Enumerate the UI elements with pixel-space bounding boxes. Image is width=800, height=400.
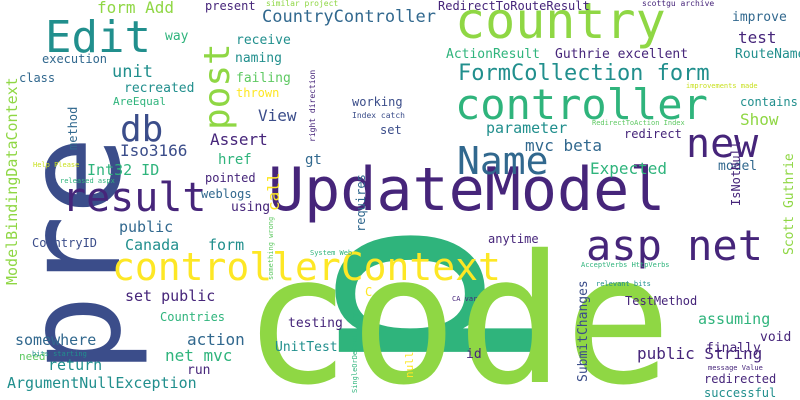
cloud-word: RedirectToRouteResult bbox=[438, 0, 590, 13]
cloud-word: code bbox=[243, 217, 672, 400]
cloud-word: relevant bits bbox=[596, 280, 651, 288]
cloud-word: test bbox=[738, 28, 777, 47]
cloud-word: scottgu archive bbox=[642, 0, 715, 8]
cloud-word: something wrong bbox=[267, 216, 275, 280]
cloud-word: requires bbox=[354, 174, 368, 232]
cloud-word: id bbox=[466, 347, 482, 362]
cloud-word: AreEqual bbox=[113, 95, 166, 108]
cloud-word: asp net bbox=[586, 221, 764, 270]
cloud-word: Canada bbox=[125, 236, 180, 254]
cloud-word: Show bbox=[740, 110, 779, 129]
cloud-word: parameter bbox=[486, 119, 568, 137]
cloud-word: public String bbox=[637, 344, 763, 363]
cloud-word: Expected bbox=[590, 159, 668, 178]
cloud-word: model bbox=[718, 159, 758, 174]
cloud-word: redirected bbox=[704, 372, 777, 386]
cloud-word: return bbox=[48, 356, 103, 374]
cloud-word: CA var bbox=[452, 295, 478, 303]
cloud-word: assuming bbox=[698, 310, 771, 328]
cloud-word: Int32 ID bbox=[87, 161, 160, 179]
cloud-word: RouteName bbox=[735, 47, 800, 62]
cloud-word: controllerContext bbox=[112, 245, 501, 289]
cloud-word: Assert bbox=[210, 130, 268, 149]
cloud-word: Index catch bbox=[352, 111, 405, 120]
cloud-word: somewhere bbox=[15, 331, 97, 349]
cloud-word: UpdateModel bbox=[268, 155, 666, 225]
cloud-word: public bbox=[119, 218, 174, 236]
cloud-word: form bbox=[208, 236, 245, 254]
cloud-word: run bbox=[187, 363, 211, 378]
cloud-word: C bbox=[365, 285, 373, 299]
cloud-word: class bbox=[19, 71, 56, 85]
cloud-word: naming bbox=[235, 51, 282, 66]
cloud-word: ArgumentNullException bbox=[7, 374, 197, 392]
cloud-word: FormCollection form bbox=[458, 61, 710, 86]
cloud-word: href bbox=[218, 152, 252, 168]
cloud-word: RedirectToAction Index bbox=[592, 119, 685, 127]
cloud-word: Name bbox=[457, 139, 549, 183]
cloud-word: ActionResult bbox=[446, 47, 540, 62]
cloud-word: thrown bbox=[236, 86, 280, 100]
cloud-word: Edit bbox=[45, 12, 151, 63]
cloud-word: improve bbox=[732, 10, 787, 25]
cloud-word: action bbox=[187, 330, 245, 349]
cloud-word: finally bbox=[706, 341, 761, 356]
cloud-word: Iso3166 bbox=[120, 141, 188, 160]
cloud-word: controller bbox=[455, 80, 708, 129]
cloud-word: CountryID bbox=[32, 236, 98, 250]
cloud-word: mvc beta bbox=[525, 136, 603, 155]
cloud-word: using bbox=[231, 200, 271, 215]
cloud-word: recreated bbox=[124, 81, 195, 96]
cloud-word: null bbox=[403, 351, 416, 379]
cloud-word: working bbox=[352, 95, 403, 109]
cloud-word: weblogs bbox=[201, 187, 252, 201]
cloud-word: Countries bbox=[160, 310, 226, 324]
cloud-word: right direction bbox=[308, 69, 317, 142]
cloud-word: SingleOrDefault try bbox=[351, 312, 359, 393]
cloud-word: released aspx bbox=[60, 177, 115, 185]
cloud-word: anytime bbox=[488, 232, 539, 246]
cloud-word: contains bbox=[740, 95, 798, 109]
cloud-word: CountryController bbox=[262, 7, 436, 27]
cloud-word: redirect bbox=[624, 127, 682, 141]
cloud-word: net mvc bbox=[165, 346, 233, 365]
cloud-word: present bbox=[205, 0, 256, 13]
cloud-word: TestMethod bbox=[625, 294, 698, 308]
cloud-word: improvements made bbox=[686, 82, 758, 90]
cloud-word: ModelBindingDataContext bbox=[3, 77, 21, 285]
cloud-word: receive bbox=[236, 33, 291, 48]
cloud-word: testing bbox=[288, 316, 343, 331]
cloud-word: unit bbox=[112, 62, 153, 82]
cloud-word: set bbox=[380, 123, 402, 137]
cloud-word: form Add bbox=[97, 0, 175, 17]
cloud-word: Scott Guthrie bbox=[782, 153, 797, 255]
cloud-word: IsNotNull bbox=[729, 140, 743, 206]
cloud-word: way bbox=[165, 29, 189, 44]
cloud-word: SubmitChanges bbox=[576, 280, 591, 382]
cloud-word: bits starting bbox=[32, 350, 87, 358]
cloud-word: void bbox=[760, 330, 792, 345]
cloud-word: AcceptVerbs HttpVerbs bbox=[581, 261, 670, 269]
cloud-word: new bbox=[686, 121, 759, 167]
cloud-word: set public bbox=[125, 287, 216, 305]
cloud-word: gt bbox=[305, 152, 322, 168]
cloud-word: need bbox=[19, 350, 46, 363]
cloud-word: country bbox=[455, 0, 666, 50]
cloud-word: similar project bbox=[266, 0, 339, 8]
cloud-word: message Value bbox=[708, 364, 763, 372]
cloud-word: db bbox=[120, 109, 164, 150]
cloud-word: Help Please bbox=[33, 161, 80, 169]
cloud-word: method bbox=[66, 106, 80, 150]
cloud-word: View bbox=[258, 106, 297, 125]
cloud-word: System Web bbox=[310, 249, 353, 257]
cloud-word: Guthrie excellent bbox=[555, 47, 689, 62]
cloud-word: pointed bbox=[205, 171, 256, 185]
cloud-word: UnitTest bbox=[275, 340, 338, 355]
cloud-word: post bbox=[197, 43, 238, 130]
cloud-word: successful bbox=[704, 386, 777, 400]
cloud-word: execution bbox=[42, 52, 108, 66]
cloud-word: failing bbox=[236, 71, 291, 86]
cloud-word: result bbox=[62, 175, 207, 221]
